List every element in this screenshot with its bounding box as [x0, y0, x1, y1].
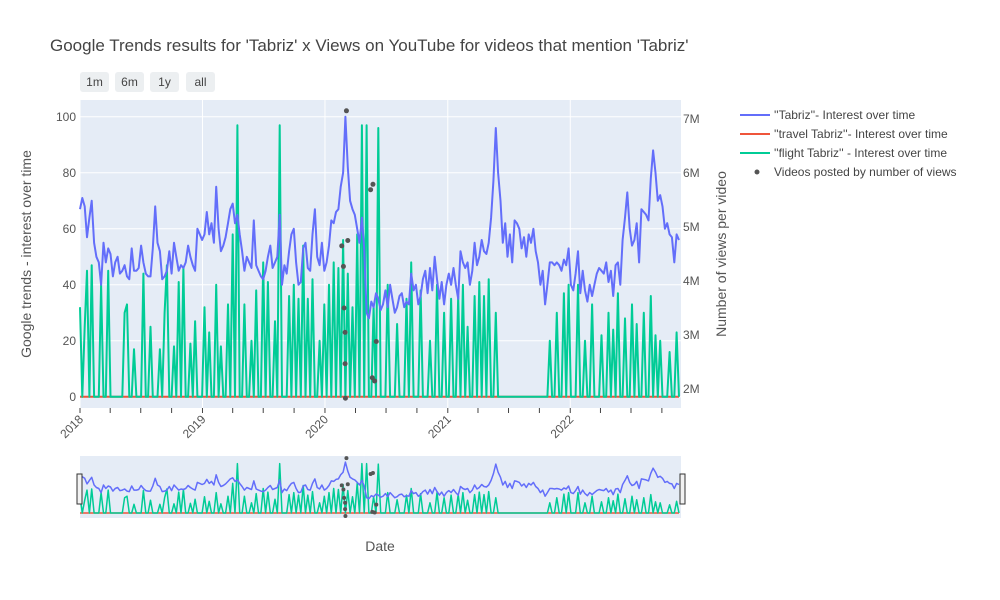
y-tick-label: 0	[69, 390, 76, 404]
y2-axis-title: Number of views per video	[713, 171, 729, 337]
video-mini-point	[343, 507, 348, 512]
range-button-6m[interactable]: 6m	[115, 72, 144, 92]
y-tick-label: 60	[63, 222, 77, 236]
x-tick-label: 2018	[57, 412, 86, 441]
x-tick-label: 2022	[548, 412, 577, 441]
x-tick-label: 2021	[425, 412, 454, 441]
legend-label: ''flight Tabriz'' - Interest over time	[774, 146, 947, 160]
y2-tick-label: 3M	[683, 328, 700, 342]
y-tick-label: 20	[63, 334, 77, 348]
video-point	[342, 361, 348, 367]
legend-item[interactable]: ''travel Tabriz''- Interest over time	[740, 127, 948, 141]
video-point	[339, 243, 345, 249]
flight-tabriz-mini-line	[79, 462, 680, 514]
y-tick-label: 40	[63, 278, 77, 292]
video-mini-point	[343, 514, 348, 519]
range-button-label: 6m	[121, 75, 138, 89]
x-tick-label: 2019	[180, 412, 209, 441]
x-axis-title: Date	[365, 538, 395, 554]
legend-label: ''travel Tabriz''- Interest over time	[774, 127, 948, 141]
legend-item[interactable]: Videos posted by number of views	[754, 165, 957, 179]
legend-label: Videos posted by number of views	[774, 165, 957, 179]
range-slider-left-handle[interactable]	[76, 473, 83, 505]
video-mini-point	[374, 502, 379, 507]
video-point	[370, 181, 376, 187]
video-point	[345, 237, 351, 243]
legend-item[interactable]: ''Tabriz''- Interest over time	[740, 108, 916, 122]
video-point	[342, 395, 348, 401]
legend-item[interactable]: ''flight Tabriz'' - Interest over time	[740, 146, 947, 160]
y2-tick-label: 5M	[683, 220, 700, 234]
range-button-1y[interactable]: 1y	[150, 72, 179, 92]
video-mini-point	[342, 495, 347, 500]
video-mini-point	[370, 470, 375, 475]
legend: ''Tabriz''- Interest over time ''travel T…	[740, 108, 957, 179]
y2-tick-label: 4M	[683, 274, 700, 288]
video-mini-point	[343, 500, 348, 505]
tabriz-line	[79, 115, 680, 320]
range-button-label: all	[194, 75, 206, 89]
y2-axis-ticks: 2M 3M 4M 5M 6M 7M	[683, 112, 700, 396]
x-tick-label: 2020	[302, 412, 331, 441]
video-mini-point	[339, 483, 344, 488]
range-button-all[interactable]: all	[186, 72, 215, 92]
video-point	[373, 339, 379, 345]
y-axis-ticks: 0 20 40 60 80 100	[56, 110, 76, 404]
tabriz-mini-line	[79, 461, 680, 500]
y2-tick-label: 7M	[683, 112, 700, 126]
flight-tabriz-line	[79, 124, 680, 398]
video-mini-point	[344, 456, 349, 461]
y-tick-label: 100	[56, 110, 76, 124]
legend-label: ''Tabriz''- Interest over time	[774, 108, 916, 122]
legend-marker	[754, 169, 760, 175]
chart-title: Google Trends results for 'Tabriz' x Vie…	[50, 36, 689, 55]
range-slider-right-handle[interactable]	[679, 473, 686, 505]
video-mini-point	[372, 510, 377, 515]
series-layer	[79, 108, 680, 401]
range-selector: 1m 6m 1y all	[80, 72, 215, 92]
x-axis-ticks: 2018 2019 2020 2021 2022	[57, 408, 663, 441]
video-point	[342, 329, 348, 335]
range-button-label: 1m	[86, 75, 103, 89]
range-button-1m[interactable]: 1m	[80, 72, 109, 92]
y2-tick-label: 2M	[683, 382, 700, 396]
range-slider-series	[79, 456, 680, 519]
video-point	[368, 187, 374, 193]
y-tick-label: 80	[63, 166, 77, 180]
video-mini-point	[345, 482, 350, 487]
video-point	[343, 108, 349, 114]
video-point	[341, 305, 347, 311]
y2-tick-label: 6M	[683, 166, 700, 180]
video-mini-point	[341, 487, 346, 492]
video-point	[340, 263, 346, 269]
range-button-label: 1y	[158, 75, 171, 89]
y-axis-title: Google trends - interest over time	[18, 150, 34, 358]
video-point	[372, 378, 378, 384]
